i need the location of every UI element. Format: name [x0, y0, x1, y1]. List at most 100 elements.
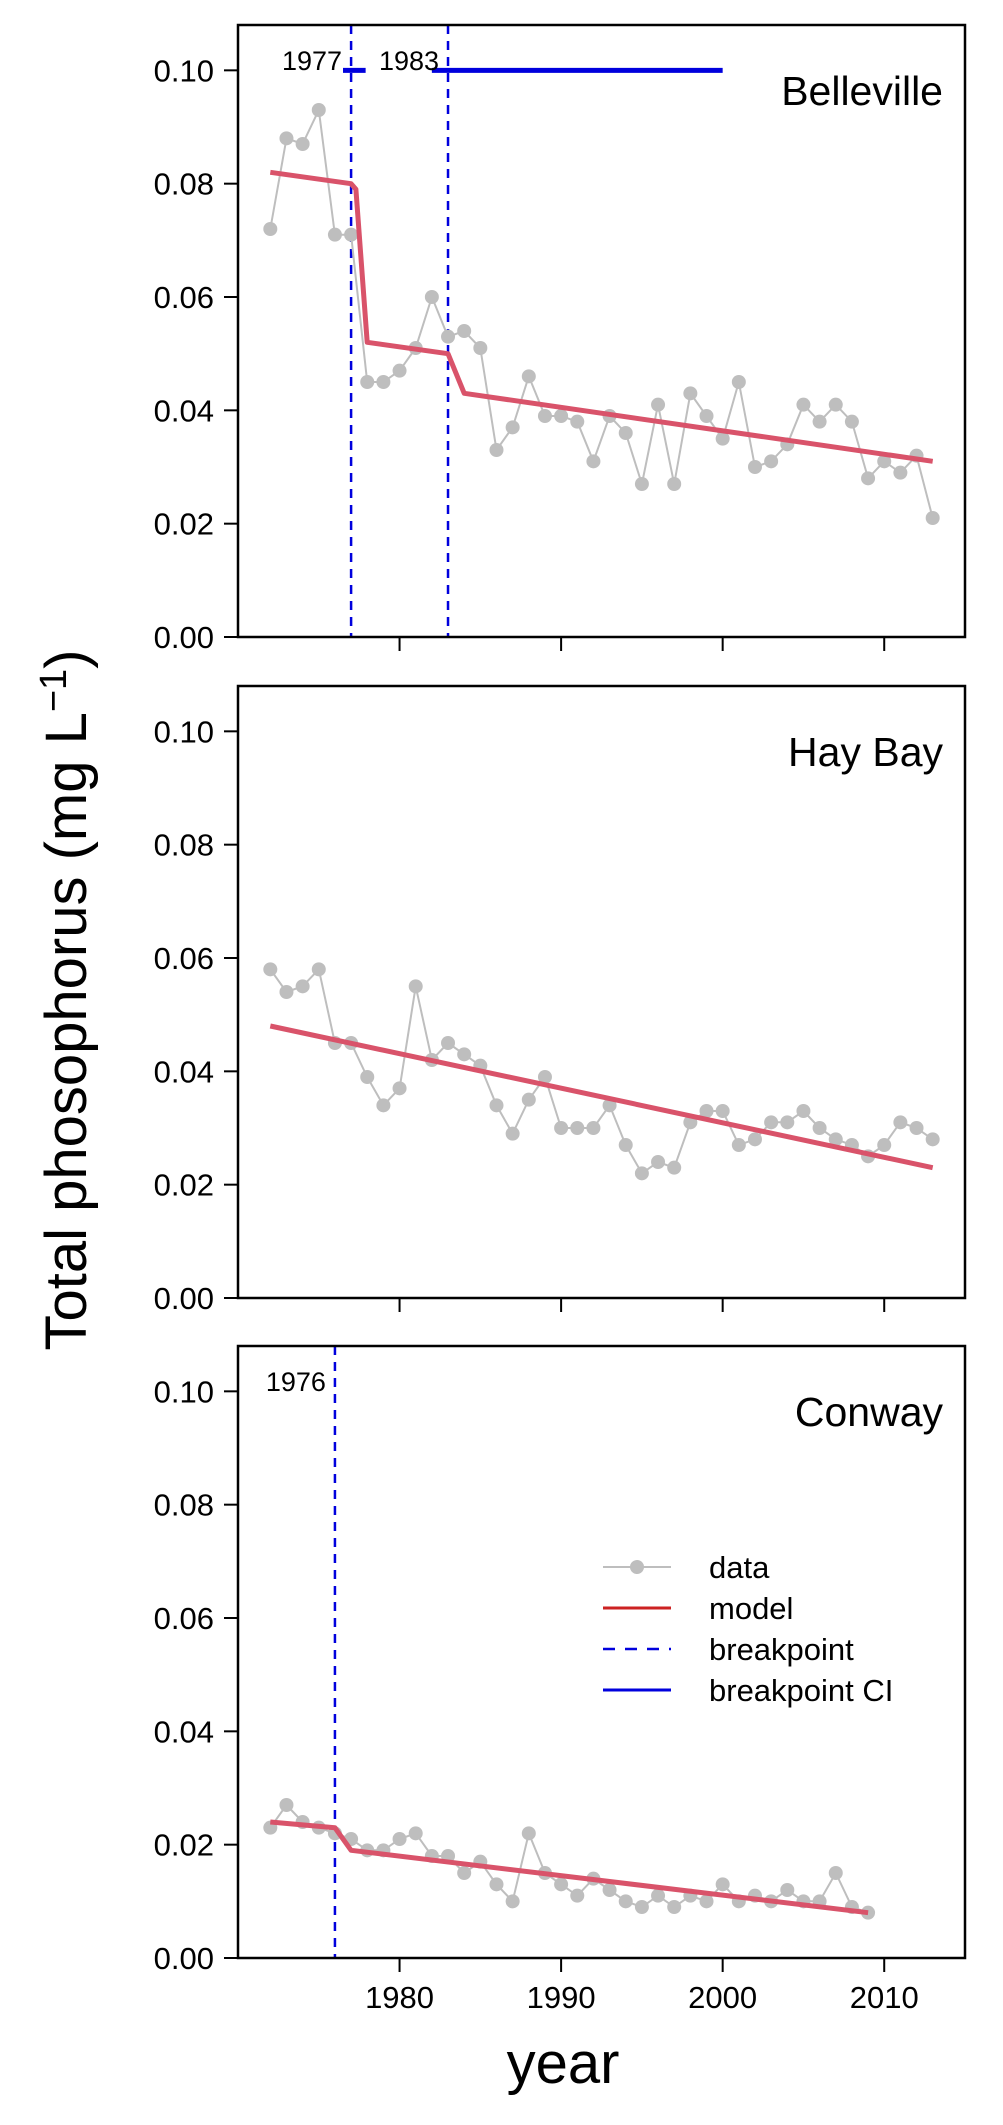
data-point — [376, 1098, 391, 1113]
data-point — [408, 979, 423, 994]
data-point — [554, 1877, 569, 1892]
data-point — [392, 363, 407, 378]
data-point — [489, 1877, 504, 1892]
data-point — [586, 1121, 601, 1135]
data-point — [360, 1070, 375, 1084]
data-point — [634, 1166, 649, 1181]
data-line-conway — [269, 1803, 869, 1914]
data-point — [828, 1866, 843, 1880]
data-point — [796, 397, 811, 412]
data-point — [747, 1132, 762, 1147]
data-point — [441, 329, 456, 344]
legend: data model breakpoint breakpoint CI — [603, 1550, 893, 1708]
data-point — [586, 454, 601, 469]
data-point — [376, 375, 391, 389]
data-point — [311, 103, 326, 117]
data-point — [780, 1883, 795, 1897]
data-point — [279, 131, 294, 146]
y-tick-label: 0.08 — [154, 1488, 214, 1523]
data-point — [311, 962, 326, 977]
data-point — [780, 1115, 795, 1130]
data-point — [618, 1138, 633, 1152]
legend-label: breakpoint — [709, 1632, 854, 1667]
y-tick-label: 0.08 — [154, 167, 214, 202]
data-point — [537, 409, 552, 423]
data-point — [537, 1070, 552, 1084]
data-point — [489, 443, 504, 457]
data-point — [457, 324, 472, 338]
y-tick-label: 0.04 — [154, 1714, 214, 1749]
plot-area-belleville — [263, 25, 940, 637]
breakpoint-label: 1983 — [379, 46, 439, 76]
data-point — [618, 426, 633, 440]
data-point — [360, 375, 375, 389]
data-point — [392, 1081, 407, 1096]
y-tick-label: 0.02 — [154, 1168, 214, 1203]
panel-belleville: 0.00 0.02 0.04 0.06 0.08 0.10 1977 1983 Bellevil… — [154, 23, 967, 655]
data-point — [893, 465, 908, 480]
data-point — [861, 471, 876, 486]
legend-swatch-data-point — [630, 1560, 644, 1574]
data-point — [505, 1126, 520, 1141]
data-point — [521, 369, 536, 384]
data-point — [554, 1121, 569, 1135]
data-point — [764, 1115, 779, 1130]
data-point — [731, 1138, 746, 1152]
plot-area-conway — [263, 1346, 876, 1958]
x-tick-label: 1990 — [527, 1980, 596, 2015]
data-point — [667, 477, 682, 491]
y-tick-label: 0.00 — [154, 1941, 214, 1976]
data-point — [651, 1888, 666, 1903]
data-point — [925, 1132, 940, 1147]
data-point — [618, 1894, 633, 1909]
panel-title: Belleville — [781, 68, 943, 114]
data-point — [925, 511, 940, 525]
legend-label: model — [709, 1591, 793, 1626]
data-point — [263, 222, 278, 236]
data-point — [295, 137, 310, 151]
data-point — [344, 227, 359, 242]
data-point — [764, 454, 779, 469]
plot-area-hay-bay — [263, 962, 940, 1181]
data-point — [812, 1121, 827, 1135]
breakpoint-label: 1977 — [282, 46, 342, 76]
legend-label: data — [709, 1550, 770, 1585]
data-point — [634, 477, 649, 491]
data-point — [327, 227, 342, 242]
panel-frame — [236, 1344, 967, 1960]
x-tick-label: 2000 — [688, 1980, 757, 2015]
data-point — [279, 985, 294, 999]
y-axis-title-close: ) — [34, 649, 99, 668]
data-point — [844, 414, 859, 429]
legend-item-breakpoint-CI: breakpoint CI — [603, 1673, 893, 1708]
data-point — [554, 409, 569, 423]
y-axis-title: Total phosophorus (mg L−1) — [33, 649, 99, 1350]
data-point — [408, 1826, 423, 1841]
data-point — [505, 1894, 520, 1909]
data-point — [812, 414, 827, 429]
data-point — [392, 1832, 407, 1846]
data-point — [651, 397, 666, 412]
data-point — [521, 1826, 536, 1841]
x-tick-label: 2010 — [850, 1980, 919, 2015]
y-tick-label: 0.04 — [154, 1054, 214, 1089]
data-point — [667, 1900, 682, 1914]
model-line-conway — [270, 1819, 869, 1916]
legend-item-model: model — [603, 1591, 793, 1626]
data-point — [473, 341, 488, 355]
y-tick-label: 0.10 — [154, 53, 214, 88]
x-tick-label: 1980 — [365, 1980, 434, 2015]
panel-hay-bay: 0.00 0.02 0.04 0.06 0.08 0.10 Hay Bay — [154, 684, 967, 1316]
data-point — [715, 1877, 730, 1892]
data-point — [505, 420, 520, 435]
data-point — [570, 1888, 585, 1903]
data-point — [828, 397, 843, 412]
y-tick-label: 0.02 — [154, 507, 214, 542]
data-point — [651, 1155, 666, 1169]
data-point — [731, 375, 746, 389]
legend-label: breakpoint CI — [709, 1673, 893, 1708]
panel-frame — [236, 23, 967, 639]
y-tick-label: 0.06 — [154, 941, 214, 976]
y-tick-label: 0.10 — [154, 1374, 214, 1409]
model-line-hay-bay — [269, 1023, 934, 1171]
